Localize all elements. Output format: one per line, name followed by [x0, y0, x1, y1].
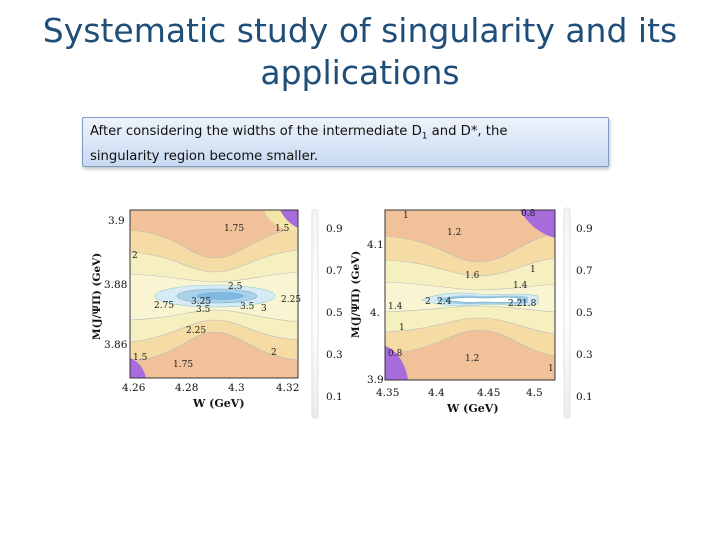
slide-title-line2: applications [260, 53, 460, 92]
contour-label: 1 [530, 265, 536, 275]
contour-label: 2.4 [437, 297, 452, 307]
contour-label: 3.25 [191, 297, 211, 307]
x-tick-label: 4.4 [428, 387, 445, 399]
contour-figure-svg: 1.75 1.5 2 2.5 2.75 3.25 3.5 3.5 3 2.25 … [91, 207, 593, 419]
contour-label: 2 [132, 251, 138, 261]
callout-text: After considering the widths of the inte… [90, 122, 601, 167]
left-x-axis-label: W (GeV) [192, 397, 245, 410]
contour-label: 1 [548, 364, 554, 374]
contour-label: 1.4 [388, 302, 403, 312]
callout-box: After considering the widths of the inte… [82, 117, 609, 167]
contour-label: 1 [399, 323, 405, 333]
right-x-ticks: 4.35 4.4 4.45 4.5 [376, 387, 543, 399]
right-contour-plot: 1 0.8 1.2 1 1.6 1.4 1.4 2 2.4 2.2 1.8 1 … [350, 207, 593, 419]
right-x-axis-label: W (GeV) [446, 402, 499, 415]
y-tick-label: 4. [370, 307, 380, 319]
colorbar-tick-label: 0.9 [576, 223, 593, 235]
colorbar-tick-label: 0.3 [326, 349, 343, 361]
left-colorbar [311, 209, 319, 419]
x-tick-label: 4.3 [228, 382, 245, 394]
callout-text-line2: singularity region become smaller. [90, 148, 319, 164]
right-corner-purple-bottom [385, 346, 408, 380]
contour-label: 1.75 [224, 224, 244, 234]
x-tick-label: 4.28 [175, 382, 198, 394]
colorbar-tick-label: 0.1 [576, 391, 593, 403]
contour-label: 1.6 [465, 271, 480, 281]
contour-label: 1.8 [522, 299, 537, 309]
left-x-ticks: 4.26 4.28 4.3 4.32 [122, 382, 299, 394]
y-tick-label: 3.88 [104, 279, 127, 291]
contour-label: 3 [261, 304, 267, 314]
colorbar-tick-label: 0.7 [576, 265, 593, 277]
colorbar-tick-label: 0.7 [326, 265, 343, 277]
contour-figure: 1.75 1.5 2 2.5 2.75 3.25 3.5 3.5 3 2.25 … [80, 200, 610, 422]
y-tick-label: 3.9 [108, 215, 125, 227]
contour-label: 1.5 [133, 353, 148, 363]
right-y-axis-label: M(J/ΨΠ) (GeV) [350, 251, 362, 338]
left-corner-purple-top [280, 210, 298, 228]
contour-label: 3.5 [196, 305, 211, 315]
contour-label: 1.75 [173, 360, 193, 370]
left-contour-plot: 1.75 1.5 2 2.5 2.75 3.25 3.5 3.5 3 2.25 … [91, 209, 343, 419]
contour-label: 2.25 [281, 295, 301, 305]
contour-label: 2.5 [228, 282, 243, 292]
y-tick-label: 3.86 [104, 339, 128, 351]
y-tick-label: 3.9 [367, 374, 384, 386]
left-corner-purple-bottom [130, 358, 146, 378]
x-tick-label: 4.32 [276, 382, 299, 394]
contour-label: 1.5 [275, 224, 290, 234]
contour-label: 1.2 [447, 228, 461, 238]
left-contour-labels: 1.75 1.5 2 2.5 2.75 3.25 3.5 3.5 3 2.25 … [132, 224, 301, 370]
contour-label: 0.8 [521, 209, 536, 219]
contour-label: 1 [403, 211, 409, 221]
x-tick-label: 4.45 [477, 387, 500, 399]
x-tick-label: 4.35 [376, 387, 399, 399]
callout-text-part2: and D*, the [427, 124, 508, 139]
colorbar-tick-label: 0.1 [326, 391, 343, 403]
right-corner-purple-top [520, 210, 555, 238]
contour-label: 1.2 [465, 354, 479, 364]
left-colorbar-ticks: 0.9 0.7 0.5 0.3 0.1 [326, 223, 343, 403]
callout-text-part1: After considering the widths of the inte… [90, 124, 422, 139]
x-tick-label: 4.5 [526, 387, 543, 399]
contour-label: 2 [425, 297, 431, 307]
left-y-axis-label: M(J/ΨΠ) (GeV) [91, 253, 103, 340]
contour-label: 3.5 [240, 302, 255, 312]
right-y-ticks: 4.1 4. 3.9 [367, 239, 384, 386]
colorbar-tick-label: 0.5 [326, 307, 343, 319]
colorbar-tick-label: 0.5 [576, 307, 593, 319]
callout-subscript: 1 [421, 131, 428, 142]
contour-label: 0.8 [388, 349, 403, 359]
colorbar-tick-label: 0.3 [576, 349, 593, 361]
right-colorbar-ticks: 0.9 0.7 0.5 0.3 0.1 [576, 223, 593, 403]
y-tick-label: 4.1 [367, 239, 384, 251]
slide-title-line1: Systematic study of singularity and its [42, 11, 678, 50]
contour-label: 1.4 [513, 281, 528, 291]
contour-label: 2.25 [186, 326, 206, 336]
right-colorbar [563, 207, 571, 419]
contour-label: 2.2 [508, 299, 522, 309]
x-tick-label: 4.26 [122, 382, 146, 394]
right-contour-labels: 1 0.8 1.2 1 1.6 1.4 1.4 2 2.4 2.2 1.8 1 … [388, 209, 554, 374]
colorbar-tick-label: 0.9 [326, 223, 343, 235]
slide-title: Systematic study of singularity and its … [20, 10, 700, 94]
contour-label: 2.75 [154, 301, 174, 311]
contour-label: 2 [271, 348, 277, 358]
left-y-ticks: 3.9 3.88 3.86 [104, 215, 128, 351]
